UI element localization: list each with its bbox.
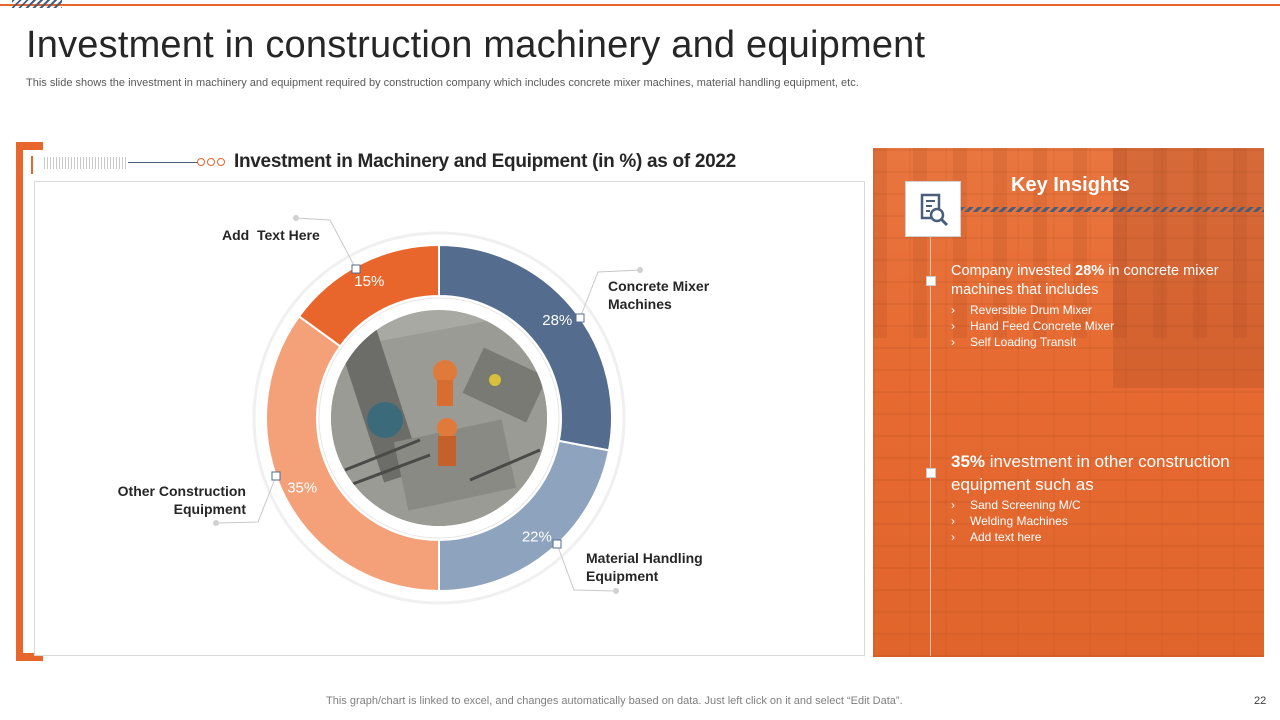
- insight-1-item: › Hand Feed Concrete Mixer: [951, 319, 1115, 333]
- insight-2-post: investment in other construction equipme…: [951, 452, 1230, 494]
- callout-other-equipment: Other Construction Equipment: [104, 482, 246, 518]
- circle-decoration: [197, 158, 205, 166]
- page-number: 22: [1254, 695, 1267, 707]
- callout-material-handling: Material Handling Equipment: [586, 549, 703, 585]
- top-accent-rule: [0, 4, 1280, 6]
- callout-anchor-marker: [351, 264, 361, 274]
- left-accent-notch: [31, 156, 43, 174]
- callout-other-line2: Equipment: [173, 501, 246, 517]
- insight-2-item: › Add text here: [951, 530, 1042, 544]
- callout-leader-line: [295, 217, 357, 270]
- insight-bullet: [926, 276, 936, 286]
- callout-anchor-marker: [271, 471, 281, 481]
- callout-end-dot: [293, 215, 299, 221]
- search-document-icon: [905, 181, 961, 237]
- insights-dashed-rule: [961, 207, 1264, 212]
- outer-halo-ring: [252, 231, 626, 605]
- top-hatch-decoration: [12, 0, 62, 8]
- slice-value-label: 15%: [354, 273, 384, 290]
- insight-2-item-text: Add text here: [970, 530, 1042, 544]
- insights-background-texture: [873, 148, 1264, 338]
- insight-1-pre: Company invested: [951, 263, 1076, 279]
- insights-title: Key Insights: [1011, 174, 1130, 196]
- chart-title: Investment in Machinery and Equipment (i…: [234, 151, 736, 172]
- insight-2-item: › Welding Machines: [951, 514, 1068, 528]
- callout-material-line2: Equipment: [586, 568, 659, 584]
- insight-1-item-text: Reversible Drum Mixer: [970, 303, 1093, 317]
- donut-hole-ring: [318, 297, 560, 539]
- callout-end-dot: [213, 520, 219, 526]
- insights-background-building: [1113, 148, 1264, 388]
- callout-leader-line: [579, 269, 641, 319]
- callout-material-line1: Material Handling: [586, 550, 703, 566]
- callout-anchor-marker: [552, 539, 562, 549]
- construction-photo: [331, 310, 547, 526]
- slice-value-label: 35%: [287, 480, 317, 497]
- insight-2-item: › Sand Screening M/C: [951, 498, 1081, 512]
- insight-1-item: › Self Loading Transit: [951, 335, 1077, 349]
- insight-1-item-text: Hand Feed Concrete Mixer: [970, 319, 1115, 333]
- circle-decoration: [207, 158, 215, 166]
- insight-1-item-text: Self Loading Transit: [970, 335, 1077, 349]
- callout-concrete-mixer: Concrete Mixer Machines: [608, 277, 709, 313]
- callout-concrete-line2: Machines: [608, 296, 672, 312]
- insight-2-item-text: Sand Screening M/C: [970, 498, 1081, 512]
- circle-decoration: [217, 158, 225, 166]
- slide-title: Investment in construction machinery and…: [26, 24, 926, 66]
- slice-value-label: 28%: [542, 312, 572, 329]
- insight-2-text: 35% investment in other construction equ…: [951, 450, 1251, 496]
- footer-note: This graph/chart is linked to excel, and…: [326, 695, 903, 707]
- line-decoration: [128, 162, 198, 163]
- insight-1-text: Company invested 28% in concrete mixer m…: [951, 262, 1241, 300]
- callout-add-text: Add Text Here: [222, 227, 320, 243]
- insight-bullet: [926, 468, 936, 478]
- slide-subtitle: This slide shows the investment in machi…: [26, 77, 859, 89]
- callout-leader-line: [556, 543, 617, 592]
- callout-anchor-marker: [575, 313, 585, 323]
- callout-leader-line: [215, 475, 277, 524]
- insight-1-post: in concrete mixer machines that includes: [951, 263, 1219, 298]
- callout-concrete-line1: Concrete Mixer: [608, 278, 710, 294]
- callout-end-dot: [637, 267, 643, 273]
- callout-end-dot: [613, 588, 619, 594]
- insight-1-item: › Reversible Drum Mixer: [951, 303, 1093, 317]
- insights-timeline-line: [930, 236, 931, 656]
- insight-1-bold: 28%: [1075, 263, 1105, 279]
- key-insights-panel: Key Insights Company invested 28% in con…: [873, 148, 1264, 657]
- insight-2-bold: 35%: [951, 452, 986, 471]
- tick-decoration: [44, 157, 126, 169]
- callout-other-line1: Other Construction: [117, 483, 246, 499]
- slice-value-label: 22%: [522, 528, 552, 545]
- insight-2-item-text: Welding Machines: [970, 514, 1068, 528]
